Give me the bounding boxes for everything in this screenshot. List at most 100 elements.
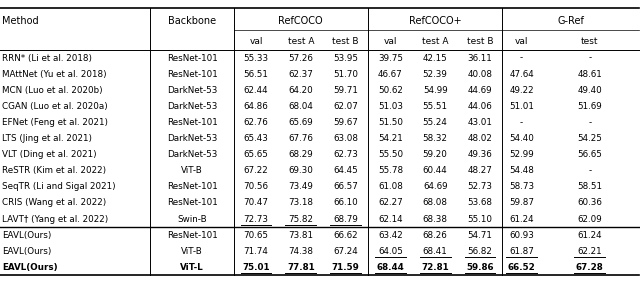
Text: 59.20: 59.20 xyxy=(423,150,447,159)
Text: 62.14: 62.14 xyxy=(378,214,403,223)
Text: 63.42: 63.42 xyxy=(378,231,403,240)
Text: 64.86: 64.86 xyxy=(244,102,268,111)
Text: 59.86: 59.86 xyxy=(466,263,494,272)
Text: 68.79: 68.79 xyxy=(333,214,358,223)
Text: 66.57: 66.57 xyxy=(333,182,358,191)
Text: 62.07: 62.07 xyxy=(333,102,358,111)
Text: 62.21: 62.21 xyxy=(577,247,602,256)
Text: 48.02: 48.02 xyxy=(468,134,492,143)
Text: EAVL(Ours): EAVL(Ours) xyxy=(2,247,51,256)
Text: 54.40: 54.40 xyxy=(509,134,534,143)
Text: val: val xyxy=(383,37,397,46)
Text: 40.08: 40.08 xyxy=(467,70,493,79)
Text: ResNet-101: ResNet-101 xyxy=(166,70,218,79)
Text: ViT-B: ViT-B xyxy=(181,166,203,175)
Text: 75.01: 75.01 xyxy=(242,263,270,272)
Text: VLT (Ding et al. 2021): VLT (Ding et al. 2021) xyxy=(2,150,97,159)
Text: 56.82: 56.82 xyxy=(468,247,492,256)
Text: 61.87: 61.87 xyxy=(509,247,534,256)
Text: 54.99: 54.99 xyxy=(423,86,447,95)
Text: test B: test B xyxy=(332,37,359,46)
Text: -: - xyxy=(520,53,523,63)
Text: 64.69: 64.69 xyxy=(423,182,447,191)
Text: 66.52: 66.52 xyxy=(508,263,536,272)
Text: 72.73: 72.73 xyxy=(243,214,269,223)
Text: RefCOCO: RefCOCO xyxy=(278,16,323,26)
Text: 48.27: 48.27 xyxy=(468,166,492,175)
Text: 67.28: 67.28 xyxy=(576,263,604,272)
Text: 58.51: 58.51 xyxy=(577,182,602,191)
Text: 58.32: 58.32 xyxy=(422,134,448,143)
Text: 62.37: 62.37 xyxy=(289,70,313,79)
Text: 66.10: 66.10 xyxy=(333,198,358,207)
Text: 61.24: 61.24 xyxy=(577,231,602,240)
Text: -: - xyxy=(588,53,591,63)
Text: ViT-B: ViT-B xyxy=(181,247,203,256)
Text: ReSTR (Kim et al. 2022): ReSTR (Kim et al. 2022) xyxy=(2,166,106,175)
Text: 58.73: 58.73 xyxy=(509,182,534,191)
Text: 67.76: 67.76 xyxy=(289,134,313,143)
Text: 52.99: 52.99 xyxy=(509,150,534,159)
Text: 52.73: 52.73 xyxy=(467,182,493,191)
Text: 55.10: 55.10 xyxy=(467,214,493,223)
Text: MAttNet (Yu et al. 2018): MAttNet (Yu et al. 2018) xyxy=(2,70,106,79)
Text: 64.05: 64.05 xyxy=(378,247,403,256)
Text: 54.21: 54.21 xyxy=(378,134,403,143)
Text: 68.41: 68.41 xyxy=(423,247,447,256)
Text: 49.22: 49.22 xyxy=(509,86,534,95)
Text: LAVT† (Yang et al. 2022): LAVT† (Yang et al. 2022) xyxy=(2,214,108,223)
Text: 64.20: 64.20 xyxy=(289,86,313,95)
Text: 43.01: 43.01 xyxy=(468,118,492,127)
Text: 49.36: 49.36 xyxy=(468,150,492,159)
Text: -: - xyxy=(520,118,523,127)
Text: 46.67: 46.67 xyxy=(378,70,403,79)
Text: 54.71: 54.71 xyxy=(468,231,492,240)
Text: ViT-L: ViT-L xyxy=(180,263,204,272)
Text: 51.70: 51.70 xyxy=(333,70,358,79)
Text: 73.81: 73.81 xyxy=(288,231,314,240)
Text: 59.71: 59.71 xyxy=(333,86,358,95)
Text: 62.09: 62.09 xyxy=(577,214,602,223)
Text: 62.73: 62.73 xyxy=(333,150,358,159)
Text: G-Ref: G-Ref xyxy=(557,16,584,26)
Text: ResNet-101: ResNet-101 xyxy=(166,198,218,207)
Text: 57.26: 57.26 xyxy=(289,53,313,63)
Text: 47.64: 47.64 xyxy=(509,70,534,79)
Text: RefCOCO+: RefCOCO+ xyxy=(409,16,461,26)
Text: Backbone: Backbone xyxy=(168,16,216,26)
Text: 68.44: 68.44 xyxy=(376,263,404,272)
Text: 44.69: 44.69 xyxy=(468,86,492,95)
Text: 55.24: 55.24 xyxy=(423,118,447,127)
Text: 55.78: 55.78 xyxy=(378,166,403,175)
Text: 42.15: 42.15 xyxy=(423,53,447,63)
Text: CGAN (Luo et al. 2020a): CGAN (Luo et al. 2020a) xyxy=(2,102,108,111)
Text: 64.45: 64.45 xyxy=(333,166,358,175)
Text: ResNet-101: ResNet-101 xyxy=(166,231,218,240)
Text: 73.49: 73.49 xyxy=(289,182,313,191)
Text: 51.01: 51.01 xyxy=(509,102,534,111)
Text: 60.44: 60.44 xyxy=(423,166,447,175)
Text: 70.65: 70.65 xyxy=(243,231,269,240)
Text: 65.43: 65.43 xyxy=(244,134,268,143)
Text: test A: test A xyxy=(422,37,449,46)
Text: 39.75: 39.75 xyxy=(378,53,403,63)
Text: 71.59: 71.59 xyxy=(332,263,360,272)
Text: 59.87: 59.87 xyxy=(509,198,534,207)
Text: 68.38: 68.38 xyxy=(422,214,448,223)
Text: 62.76: 62.76 xyxy=(244,118,268,127)
Text: 72.81: 72.81 xyxy=(421,263,449,272)
Text: test B: test B xyxy=(467,37,493,46)
Text: 61.08: 61.08 xyxy=(378,182,403,191)
Text: test A: test A xyxy=(287,37,314,46)
Text: 67.24: 67.24 xyxy=(333,247,358,256)
Text: 63.08: 63.08 xyxy=(333,134,358,143)
Text: EFNet (Feng et al. 2021): EFNet (Feng et al. 2021) xyxy=(2,118,108,127)
Text: 55.50: 55.50 xyxy=(378,150,403,159)
Text: DarkNet-53: DarkNet-53 xyxy=(167,150,217,159)
Text: 51.50: 51.50 xyxy=(378,118,403,127)
Text: 55.51: 55.51 xyxy=(422,102,448,111)
Text: 51.69: 51.69 xyxy=(577,102,602,111)
Text: 36.11: 36.11 xyxy=(468,53,492,63)
Text: EAVL(Ours): EAVL(Ours) xyxy=(2,231,51,240)
Text: 62.44: 62.44 xyxy=(244,86,268,95)
